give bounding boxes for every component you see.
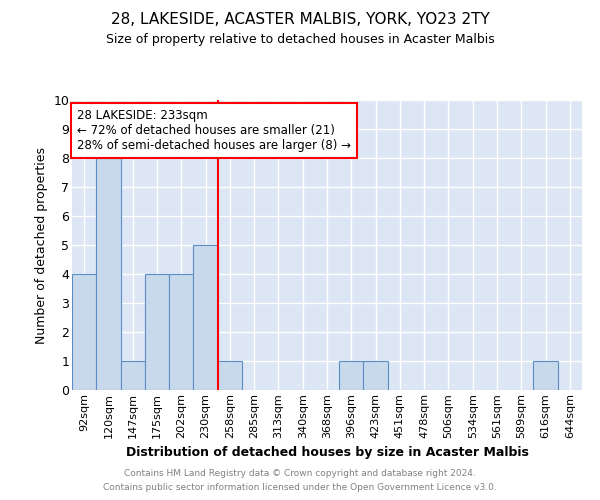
Bar xyxy=(218,361,242,390)
Bar xyxy=(169,274,193,390)
Bar xyxy=(72,274,96,390)
Text: Size of property relative to detached houses in Acaster Malbis: Size of property relative to detached ho… xyxy=(106,32,494,46)
Bar xyxy=(121,361,145,390)
Bar xyxy=(533,361,558,390)
Text: Contains HM Land Registry data © Crown copyright and database right 2024.: Contains HM Land Registry data © Crown c… xyxy=(124,468,476,477)
X-axis label: Distribution of detached houses by size in Acaster Malbis: Distribution of detached houses by size … xyxy=(125,446,529,459)
Bar xyxy=(193,245,218,390)
Text: Contains public sector information licensed under the Open Government Licence v3: Contains public sector information licen… xyxy=(103,484,497,492)
Bar xyxy=(339,361,364,390)
Bar xyxy=(145,274,169,390)
Bar xyxy=(364,361,388,390)
Bar xyxy=(96,158,121,390)
Y-axis label: Number of detached properties: Number of detached properties xyxy=(35,146,48,344)
Text: 28 LAKESIDE: 233sqm
← 72% of detached houses are smaller (21)
28% of semi-detach: 28 LAKESIDE: 233sqm ← 72% of detached ho… xyxy=(77,108,351,152)
Text: 28, LAKESIDE, ACASTER MALBIS, YORK, YO23 2TY: 28, LAKESIDE, ACASTER MALBIS, YORK, YO23… xyxy=(110,12,490,28)
